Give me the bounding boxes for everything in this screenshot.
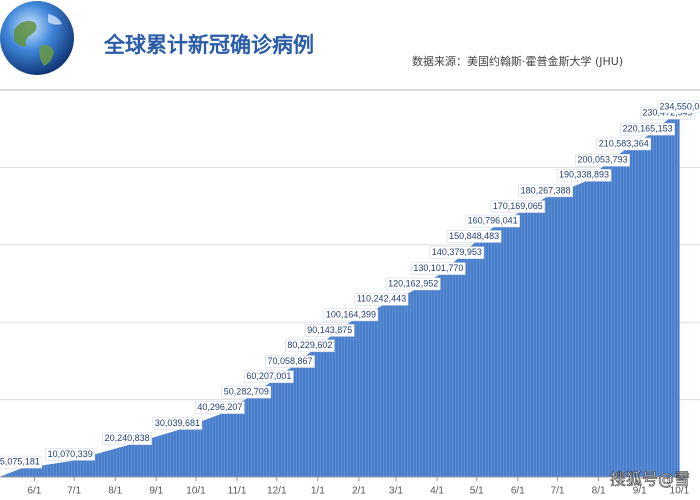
value-label: 210,583,364: [596, 137, 652, 151]
value-label-box: [102, 432, 152, 445]
value-label-box: [490, 200, 546, 213]
chart-title: 全球累计新冠确诊病例: [103, 33, 314, 57]
value-label-text: 210,583,364: [599, 138, 649, 148]
x-tick-label: 5/1: [470, 486, 484, 497]
value-label: 120,162,952: [385, 277, 441, 291]
value-label: 40,296,207: [195, 401, 245, 414]
value-label: 110,242,443: [354, 293, 409, 306]
value-label-text: 100,164,399: [326, 309, 376, 319]
value-label-text: 190,338,893: [559, 170, 609, 180]
value-label-text: 150,848,483: [449, 231, 499, 241]
value-label: 220,165,153: [620, 122, 675, 136]
x-tick-label: 9/1: [149, 486, 163, 497]
value-label-box: [465, 214, 520, 228]
value-label-text: 130,101,770: [413, 263, 463, 273]
source-note: 数据来源：美国约翰斯·霍普金斯大学 (JHU): [412, 54, 623, 68]
value-label: 200,053,793: [575, 154, 630, 167]
x-tick-label: 4/1: [430, 486, 444, 497]
value-label-box: [244, 370, 294, 384]
value-label-box: [195, 401, 245, 414]
area: [0, 113, 680, 478]
value-label: 234,550,0: [657, 100, 700, 114]
value-label-box: [429, 246, 485, 259]
value-label-text: 120,162,952: [388, 278, 438, 288]
x-tick-label: 3/1: [389, 486, 403, 497]
value-label: 160,796,041: [465, 214, 520, 228]
value-label: 130,101,770: [411, 262, 466, 275]
value-label: 180,267,388: [518, 184, 573, 198]
value-label: 50,282,709: [221, 385, 272, 399]
value-label-text: 140,379,953: [432, 247, 482, 257]
x-tick-label: 10/1: [670, 486, 690, 497]
value-label: 190,338,893: [556, 169, 612, 182]
x-tick-label: 8/1: [592, 486, 606, 497]
value-label-text: 20,240,838: [105, 433, 150, 443]
value-label: 150,848,483: [446, 230, 502, 243]
value-label-text: 70,058,867: [268, 356, 313, 366]
value-label: 5,075,181: [0, 455, 43, 469]
value-label-box: [323, 308, 379, 322]
value-label-text: 220,165,153: [623, 124, 673, 134]
value-label-box: [620, 122, 675, 136]
value-label-text: 80,229,602: [287, 340, 332, 350]
x-tick-label: 11/1: [228, 486, 247, 497]
x-tick-label: 7/1: [551, 486, 565, 497]
value-label: 20,240,838: [102, 432, 152, 445]
value-label-box: [385, 277, 441, 291]
watermark: 搜狐号@雪: [610, 470, 690, 489]
value-label-text: 200,053,793: [578, 155, 628, 165]
value-label: 60,207,001: [244, 370, 294, 384]
x-tick-label: 7/1: [67, 486, 81, 497]
value-label-text: 234,550,0: [659, 101, 699, 111]
value-label: 30,039,681: [152, 417, 203, 430]
x-tick-label: 2/1: [352, 486, 366, 497]
x-tick-label: 1/1: [311, 486, 325, 497]
value-label: 140,379,953: [429, 246, 485, 259]
x-tick-label: 6/1: [27, 486, 41, 497]
value-label-text: 180,267,388: [521, 185, 571, 195]
value-label-text: 110,242,443: [357, 294, 406, 304]
value-label: 100,164,399: [323, 308, 379, 322]
value-label: 70,058,867: [265, 355, 315, 368]
value-label-text: 90,143,875: [307, 325, 352, 335]
value-label-box: [411, 262, 466, 275]
globe-icon: [0, 1, 74, 75]
value-label: 80,229,602: [285, 339, 335, 353]
value-label-text: 160,796,041: [468, 215, 518, 225]
value-label-box: [446, 230, 502, 243]
value-label-box: [285, 339, 335, 353]
value-label-box: [304, 324, 355, 337]
value-label-box: [657, 100, 700, 114]
value-label-text: 60,207,001: [246, 371, 291, 381]
value-label: 10,070,339: [45, 448, 95, 461]
value-label: 90,143,875: [304, 324, 355, 337]
value-label-text: 50,282,709: [224, 387, 269, 397]
x-tick-label: 10/1: [186, 486, 206, 497]
value-label-box: [354, 293, 409, 306]
value-label-box: [265, 355, 315, 368]
value-label-text: 40,296,207: [197, 402, 242, 412]
value-label-box: [152, 417, 203, 430]
x-tick-label: 9/1: [633, 486, 647, 497]
value-label-text: 30,039,681: [155, 418, 200, 428]
value-label-text: 10,070,339: [48, 449, 93, 459]
plot: 5,075,181 10,070,339 20,240,838 30,039,681 4…: [0, 89, 700, 497]
value-label-box: [0, 455, 43, 469]
x-tick-label: 8/1: [108, 486, 122, 497]
x-tick-label: 6/1: [511, 486, 525, 497]
value-label-box: [596, 137, 652, 151]
value-label-box: [575, 154, 630, 167]
value-label-box: [518, 184, 573, 198]
value-label-box: [221, 385, 272, 399]
x-tick-label: 12/1: [267, 486, 287, 497]
value-label-box: [556, 169, 612, 182]
value-label-text: 170,169,065: [493, 201, 543, 211]
value-label-box: [45, 448, 95, 461]
value-label-text: 5,075,181: [0, 457, 40, 467]
value-label: 170,169,065: [490, 200, 546, 213]
